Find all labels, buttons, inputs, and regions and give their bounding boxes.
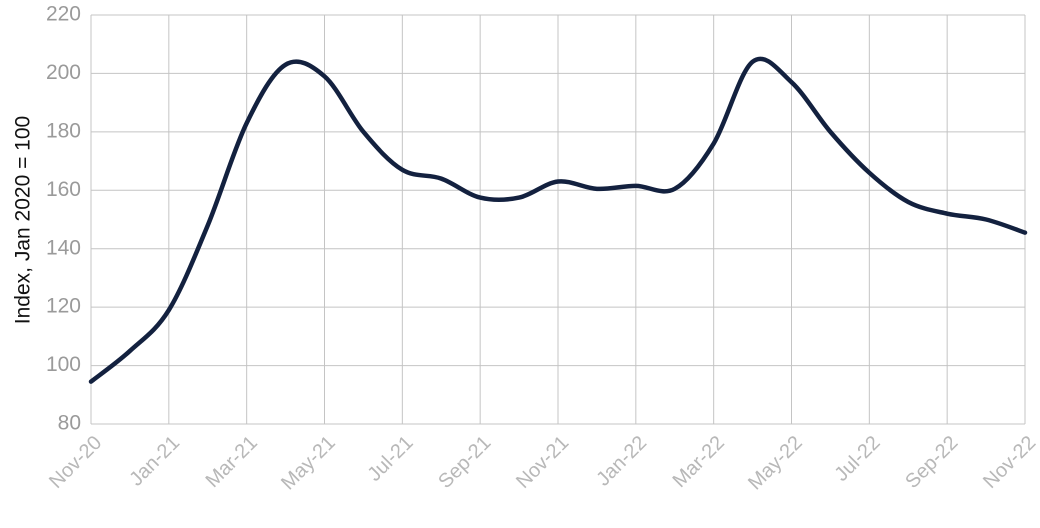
x-tick-label: May-21 xyxy=(277,432,340,495)
x-tick-label: Nov-20 xyxy=(45,432,106,493)
x-tick-label: Mar-21 xyxy=(202,432,262,492)
y-tick-label: 120 xyxy=(46,295,81,318)
y-tick-label: 180 xyxy=(46,119,81,142)
x-tick-label: Jul-22 xyxy=(831,432,885,486)
y-tick-label: 220 xyxy=(46,3,81,26)
x-tick-label: Jan-21 xyxy=(125,432,184,491)
x-tick-label: Sep-22 xyxy=(901,432,962,493)
y-tick-label: 200 xyxy=(46,61,81,84)
x-tick-label: May-22 xyxy=(744,432,807,495)
x-tick-label: Nov-21 xyxy=(512,432,573,493)
y-tick-label: 100 xyxy=(46,353,81,376)
x-tick-label: Jul-21 xyxy=(364,432,418,486)
y-axis-title: Index, Jan 2020 = 100 xyxy=(12,116,35,324)
x-tick-label: Nov-22 xyxy=(979,432,1040,493)
line xyxy=(88,56,1028,384)
y-tick-label: 140 xyxy=(46,236,81,259)
x-tick-label: Jan-22 xyxy=(592,432,651,491)
x-tick-label: Mar-22 xyxy=(669,432,729,492)
y-tick-label: 80 xyxy=(58,412,81,435)
y-tick-label: 160 xyxy=(46,178,81,201)
x-tick-label: Sep-21 xyxy=(434,432,495,493)
